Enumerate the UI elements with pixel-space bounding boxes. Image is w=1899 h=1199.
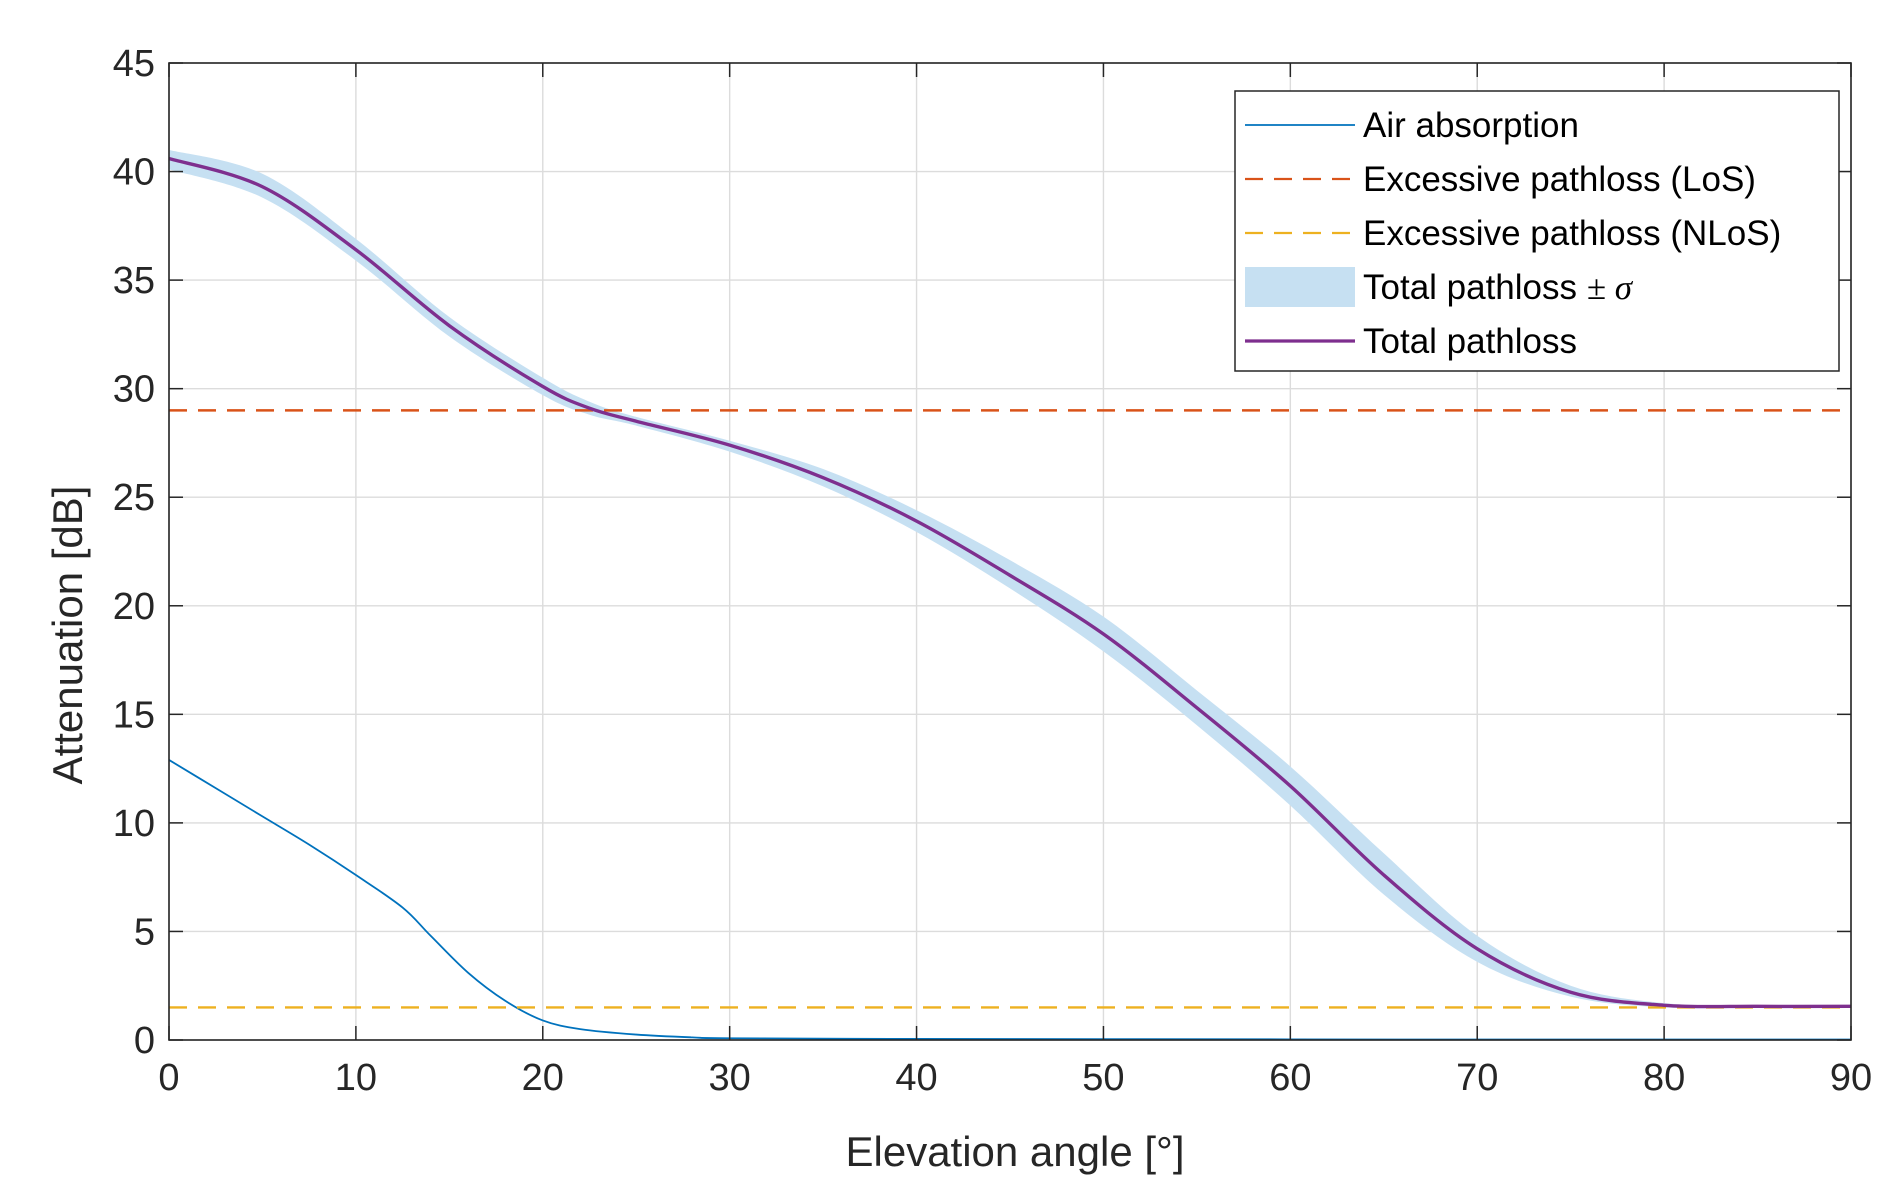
x-tick-label: 90 [1830,1057,1872,1099]
y-axis-title: Attenuation [dB] [44,486,91,785]
y-tick-label: 0 [134,1020,155,1062]
sigma-band-layer [169,149,1851,1009]
x-tick-label: 40 [895,1057,937,1099]
legend-label-text: Excessive pathloss (NLoS) [1363,214,1781,253]
y-tick-label: 10 [113,803,155,845]
x-tick-label: 30 [709,1057,751,1099]
y-tick-label: 20 [113,586,155,628]
legend: Air absorption Excessive pathloss (LoS) Ex… [1234,90,1840,372]
legend-label-text: Total pathloss [1363,268,1587,307]
y-tick-label: 15 [113,694,155,736]
legend-label-text: Total pathloss [1363,322,1577,361]
y-tick-label: 35 [113,260,155,302]
legend-label-text: Excessive pathloss (LoS) [1363,160,1756,199]
y-tick-label: 25 [113,477,155,519]
y-tick-label: 40 [113,152,155,194]
legend-label: Total pathloss [1363,322,1577,361]
legend-label: Excessive pathloss (LoS) [1363,160,1756,199]
x-tick-label: 0 [158,1057,179,1099]
x-tick-label: 80 [1643,1057,1685,1099]
y-tick-label: 45 [113,43,155,85]
legend-label: Excessive pathloss (NLoS) [1363,214,1781,253]
x-tick-label: 50 [1082,1057,1124,1099]
ticks: 0 10 20 30 40 50 60 70 80 90 0 5 10 15 20 25 30 35 40 45 [113,43,1872,1099]
plot-frame [168,62,1852,1041]
legend-box [1234,90,1840,372]
legend-swatch-band [1245,267,1355,307]
x-tick-label: 20 [522,1057,564,1099]
x-tick-label: 10 [335,1057,377,1099]
legend-label: Air absorption [1363,106,1579,145]
y-tick-label: 30 [113,369,155,411]
legend-label-symbol: ± σ [1587,268,1634,307]
series-total-pathloss [169,149,1851,1009]
legend-label: Total pathloss ± σ [1363,268,1634,307]
x-tick-label: 70 [1456,1057,1498,1099]
series-total-pathloss [168,156,1852,1009]
x-tick-label: 60 [1269,1057,1311,1099]
legend-label-text: Air absorption [1363,106,1579,145]
y-tick-label: 5 [134,911,155,953]
x-axis-title: Elevation angle [°] [845,1128,1184,1175]
